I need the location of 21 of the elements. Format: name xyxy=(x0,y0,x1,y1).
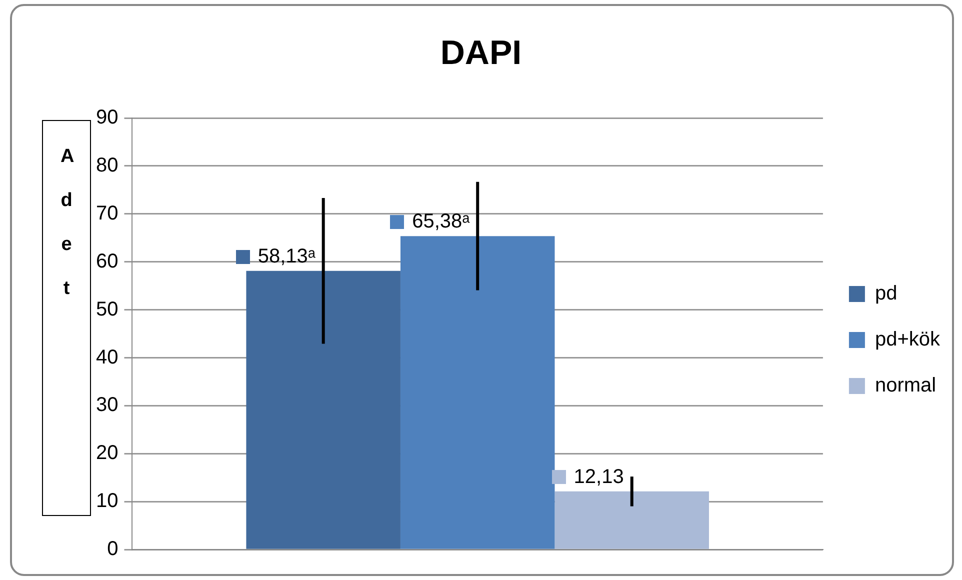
bar xyxy=(246,270,400,549)
y-tick-label: 80 xyxy=(96,154,118,176)
legend-label: pd+kök xyxy=(874,328,941,351)
y-tick-label: 30 xyxy=(96,394,118,416)
y-tick-label: 90 xyxy=(96,106,118,129)
y-tick-label: 20 xyxy=(96,442,118,464)
data-label: 58,13ᵃ xyxy=(258,245,316,268)
legend-label: normal xyxy=(874,374,936,397)
bar xyxy=(554,491,709,549)
y-tick-label: 50 xyxy=(96,298,118,320)
data-label: 12,13 xyxy=(574,466,624,488)
y-tick-label: 70 xyxy=(96,202,118,224)
y-tick-label: 40 xyxy=(96,346,118,368)
legend-label: pd xyxy=(874,282,898,305)
y-tick-label: 60 xyxy=(96,250,118,272)
bar xyxy=(400,236,555,549)
text: Adet xyxy=(60,146,74,299)
chart-title: DAPI xyxy=(439,34,523,73)
y-tick-label: 10 xyxy=(96,490,118,512)
y-tick-label: 0 xyxy=(107,538,118,560)
data-label: 65,38ᵃ xyxy=(412,210,470,233)
